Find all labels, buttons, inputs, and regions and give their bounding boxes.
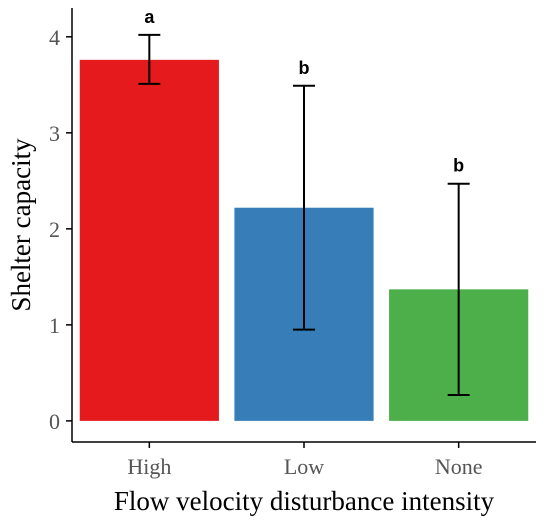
- y-tick-label: 4: [49, 25, 60, 50]
- error-bar-none: [447, 182, 470, 396]
- bar-high: [79, 59, 219, 421]
- x-ticks-group: High Low None: [127, 442, 482, 479]
- x-tick-label-low: Low: [284, 454, 324, 479]
- y-tick-label: 1: [49, 313, 60, 338]
- y-ticks-group: 0 1 2 3 4: [49, 25, 72, 434]
- significance-labels-group: a b b: [144, 7, 464, 176]
- y-tick-label: 0: [49, 409, 60, 434]
- error-bar-high: [138, 33, 161, 85]
- x-tick-label-high: High: [127, 454, 171, 479]
- x-tick-label-none: None: [435, 454, 483, 479]
- y-tick-label: 2: [49, 217, 60, 242]
- error-bars-group: [138, 33, 470, 396]
- significance-label-low: b: [299, 58, 310, 78]
- significance-label-none: b: [453, 156, 464, 176]
- error-bar-low: [293, 84, 315, 331]
- x-axis-title: Flow velocity disturbance intensity: [114, 486, 495, 516]
- significance-label-high: a: [144, 7, 155, 27]
- y-tick-label: 3: [49, 121, 60, 146]
- y-axis-title: Shelter capacity: [6, 138, 36, 312]
